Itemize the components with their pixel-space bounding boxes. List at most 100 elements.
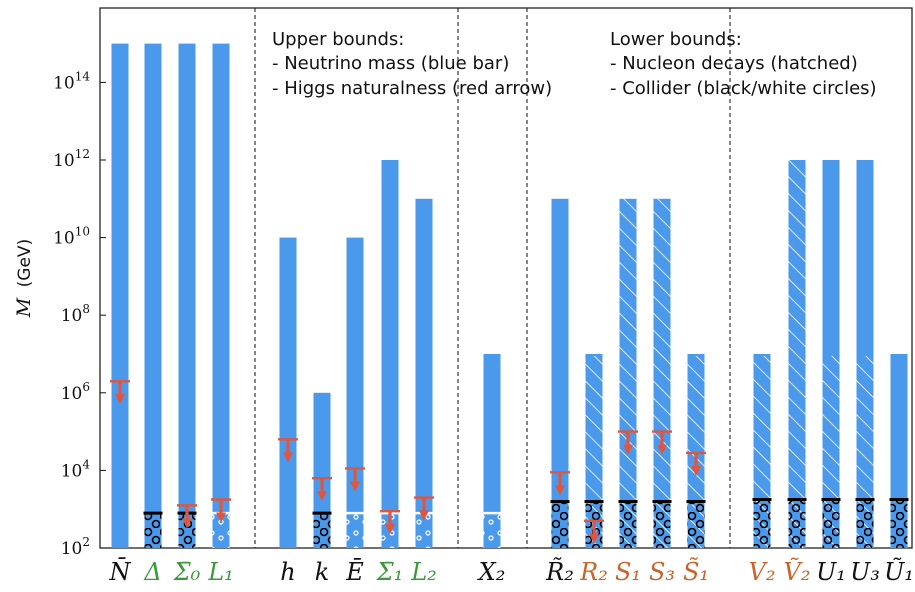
x-tick-label: L₁ xyxy=(207,558,234,586)
y-tick-label: 108 xyxy=(61,302,90,326)
x-axis-labels: N̄ Δ Σ̄₀ L₁ h k Ē Σ̄₁ L₂ X₂ R̃₂ R₂ S₁ S₃ S̃₁ V₂ Ṽ₂ U₁ U₃ Ũ₁ xyxy=(109,556,914,586)
y-tick-label: 1010 xyxy=(53,225,90,249)
collider-black-circles xyxy=(856,499,874,548)
y-tick-label: 1012 xyxy=(53,147,90,171)
y-axis-label-unit: (GeV) xyxy=(15,239,35,288)
collider-white-circles xyxy=(346,513,364,548)
nucleon-decay-hatch xyxy=(653,198,671,549)
collider-black-circles xyxy=(313,513,331,548)
y-axis-label-symbol: M xyxy=(13,297,35,318)
collider-white-circles xyxy=(483,513,501,548)
x-tick-label: Ṽ₂ xyxy=(784,557,811,586)
higgs-naturalness-arrow xyxy=(652,430,672,455)
bar-body xyxy=(415,198,433,549)
collider-black-circles xyxy=(788,499,806,548)
bar-body xyxy=(144,43,162,548)
higgs-naturalness-arrow xyxy=(380,509,400,535)
nucleon-decay-hatch xyxy=(619,198,637,549)
bar-1-0 xyxy=(278,237,298,548)
bar-1-2 xyxy=(345,237,365,548)
bar-3-0 xyxy=(550,198,570,549)
y-axis-label: M (GeV) xyxy=(13,239,35,318)
collider-black-circles xyxy=(687,501,705,548)
x-tick-label: k xyxy=(315,558,330,586)
x-tick-label: h xyxy=(280,558,295,586)
x-tick-label: S₁ xyxy=(615,558,641,586)
bar-body xyxy=(178,43,196,548)
bar-4-1 xyxy=(787,160,807,548)
bar-3-1 xyxy=(584,354,604,548)
higgs-naturalness-arrow xyxy=(177,504,197,529)
bar-body xyxy=(381,160,399,548)
x-tick-label: Σ̄₁ xyxy=(376,558,404,586)
bar-body xyxy=(483,354,501,548)
x-tick-label: Δ xyxy=(143,558,161,586)
collider-black-circles xyxy=(890,499,908,548)
bar-body xyxy=(346,237,364,548)
higgs-naturalness-arrow xyxy=(550,471,570,496)
collider-black-circles xyxy=(619,501,637,548)
bar-0-3 xyxy=(211,43,231,548)
upper-bounds-line-1: - Neutrino mass (blue bar) xyxy=(272,53,509,74)
upper-bounds-title: Upper bounds: xyxy=(272,29,404,50)
upper-bounds-line-2: - Higgs naturalness (red arrow) xyxy=(272,78,552,99)
higgs-naturalness-arrow xyxy=(278,438,298,463)
higgs-naturalness-arrow xyxy=(584,519,604,544)
bar-4-2 xyxy=(821,160,841,548)
bar-0-2 xyxy=(177,43,197,548)
bars-layer xyxy=(110,43,909,549)
x-tick-label: X₂ xyxy=(477,558,506,586)
bar-3-4 xyxy=(686,354,706,548)
nucleon-decay-hatch xyxy=(788,160,806,548)
higgs-naturalness-arrow xyxy=(618,430,638,455)
lower-bounds-title: Lower bounds: xyxy=(610,29,742,50)
bar-0-0 xyxy=(110,43,130,548)
svg-text:M (GeV): M (GeV) xyxy=(13,239,35,318)
bar-body xyxy=(551,198,569,549)
bar-4-4 xyxy=(889,354,909,548)
x-tick-label: U₃ xyxy=(850,558,880,586)
bar-2-0 xyxy=(482,354,502,548)
lower-bounds-line-1: - Nucleon decays (hatched) xyxy=(610,53,858,74)
bar-1-1 xyxy=(312,392,332,548)
higgs-naturalness-arrow xyxy=(345,467,365,492)
bar-1-4 xyxy=(414,198,434,549)
x-tick-label: U₁ xyxy=(816,558,846,586)
x-tick-label: S₃ xyxy=(649,558,675,586)
x-tick-label: L₂ xyxy=(410,558,437,586)
bar-4-3 xyxy=(855,160,875,548)
y-tick-label: 1014 xyxy=(53,69,90,93)
bar-4-0 xyxy=(752,354,772,548)
bar-body xyxy=(212,43,230,548)
collider-white-circles xyxy=(212,513,230,548)
y-tick-label: 102 xyxy=(61,535,90,559)
bar-3-3 xyxy=(652,198,672,549)
collider-black-circles xyxy=(822,499,840,548)
x-tick-label: S̃₁ xyxy=(683,558,709,586)
higgs-naturalness-arrow xyxy=(414,496,434,521)
bar-body xyxy=(313,392,331,548)
x-tick-label: Ē xyxy=(345,558,364,586)
bar-body xyxy=(279,237,297,548)
bar-0-1 xyxy=(143,43,163,548)
x-tick-label: V₂ xyxy=(749,558,776,586)
bar-3-2 xyxy=(618,198,638,549)
bar-1-3 xyxy=(380,160,400,548)
higgs-naturalness-arrow xyxy=(686,451,706,476)
y-tick-label: 104 xyxy=(61,457,91,481)
upper-bounds-annotation: Upper bounds: - Neutrino mass (blue bar)… xyxy=(272,29,552,99)
higgs-naturalness-arrow xyxy=(312,476,332,502)
collider-white-circles xyxy=(415,513,433,548)
collider-black-circles xyxy=(753,499,771,548)
y-tick-label: 106 xyxy=(61,380,90,404)
collider-black-circles xyxy=(144,513,162,548)
collider-black-circles xyxy=(653,501,671,548)
x-tick-label: R̃₂ xyxy=(545,558,574,586)
plot-frame xyxy=(99,7,913,549)
group-separators xyxy=(254,8,731,548)
bar-body xyxy=(111,43,129,548)
x-tick-label: N̄ xyxy=(109,558,132,586)
x-tick-label: Ũ₁ xyxy=(884,556,914,586)
collider-black-circles xyxy=(551,501,569,548)
